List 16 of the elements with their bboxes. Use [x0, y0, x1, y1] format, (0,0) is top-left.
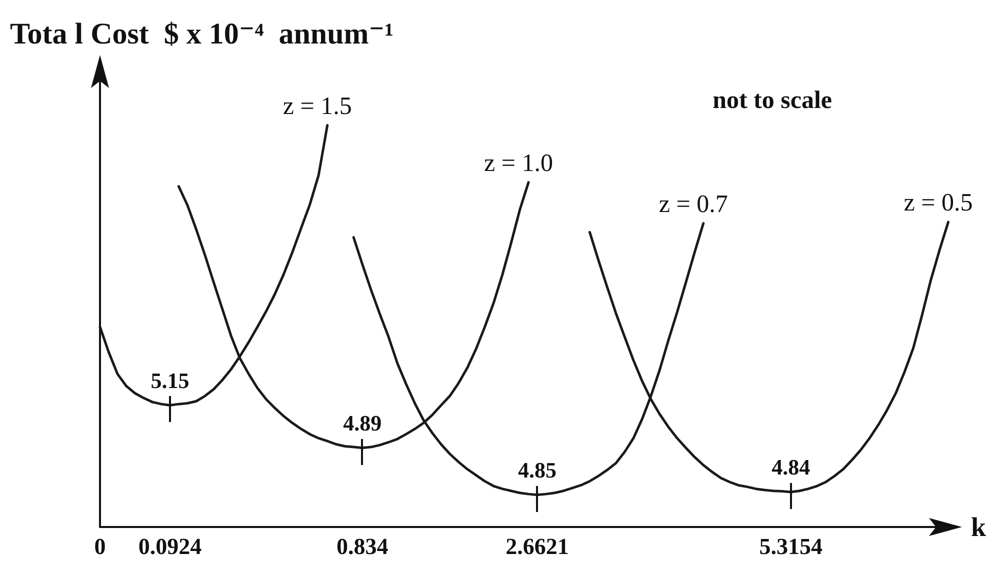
series-label: z = 0.7 — [658, 190, 728, 218]
series-label: z = 1.0 — [484, 150, 553, 177]
annotation: 4.84 — [772, 454, 810, 480]
annotation: 4.89 — [343, 410, 382, 436]
x-tick-label: 5.3154 — [759, 534, 823, 559]
x-tick-label: 0.0924 — [138, 534, 202, 559]
series-label: z = 1.5 — [282, 92, 352, 120]
x-tick-label: 0 — [94, 534, 106, 559]
series-label: z = 0.5 — [904, 190, 973, 217]
text: not to scale — [712, 87, 832, 114]
annotation: 4.85 — [518, 457, 556, 482]
x-axis-title: k — [970, 512, 986, 542]
annotation: 5.15 — [150, 368, 190, 393]
x-tick-label: 0.834 — [336, 534, 389, 559]
x-tick-label: 2.6621 — [506, 534, 569, 559]
y-axis-title: Tota l Cost $ x 10⁻⁴ annum⁻¹ — [10, 18, 394, 50]
